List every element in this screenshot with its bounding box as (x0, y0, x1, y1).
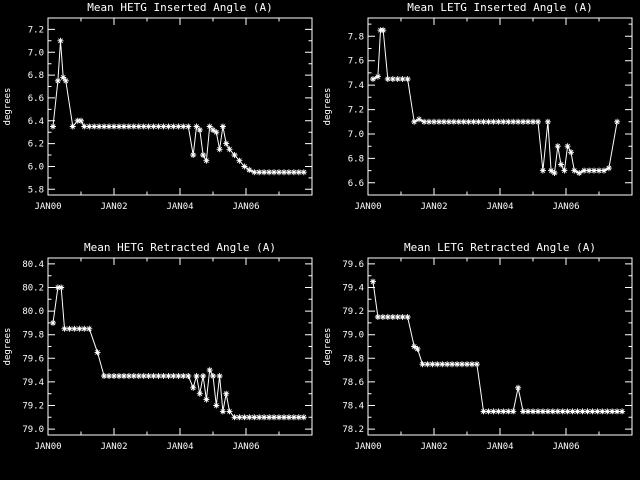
y-axis-label: degrees (3, 88, 13, 126)
axis-ticks (367, 258, 633, 435)
y-tick-label: 5.8 (28, 185, 44, 195)
x-tick-label: JAN00 (354, 442, 381, 452)
y-tick-label: 7.2 (28, 25, 44, 35)
chart-title: Mean LETG Inserted Angle (A) (407, 1, 592, 14)
x-tick-label: JAN02 (420, 202, 447, 212)
chart-title: Mean LETG Retracted Angle (A) (404, 241, 596, 254)
plot-hetg-retracted-angle: Mean HETG Retracted Angle (A) degrees JAN0… (3, 241, 313, 452)
y-tick-label: 79.6 (22, 354, 44, 364)
x-tick-label: JAN00 (354, 202, 381, 212)
data-markers (370, 278, 626, 415)
y-axis-label: degrees (323, 328, 333, 366)
y-tick-label: 6.6 (348, 179, 364, 189)
y-tick-label: 6.4 (28, 117, 44, 127)
plot-box (47, 17, 313, 196)
x-tick-label: JAN04 (486, 202, 513, 212)
y-tick-label: 79.4 (342, 284, 364, 294)
chart-letg-retracted-angle: Mean LETG Retracted Angle (A) degrees JAN0… (320, 240, 640, 480)
data-line (372, 29, 618, 174)
data-line (52, 287, 304, 418)
x-tick-label: JAN00 (34, 442, 61, 452)
x-tick-label: JAN00 (34, 202, 61, 212)
y-tick-label: 7.4 (348, 81, 364, 91)
y-tick-label: 7.0 (28, 48, 44, 58)
y-tick-label: 6.6 (28, 94, 44, 104)
data-line (52, 40, 304, 173)
y-tick-label: 7.0 (348, 130, 364, 140)
y-tick-label: 80.0 (22, 307, 44, 317)
x-tick-label: JAN06 (552, 442, 579, 452)
y-axis-label: degrees (3, 328, 13, 366)
plot-letg-retracted-angle: Mean LETG Retracted Angle (A) degrees JAN0… (323, 241, 633, 452)
x-tick-label: JAN02 (100, 442, 127, 452)
y-tick-label: 78.4 (342, 402, 364, 412)
axis-ticks (367, 18, 633, 196)
data-markers (370, 27, 621, 176)
y-tick-label: 78.6 (342, 378, 364, 388)
chart-title: Mean HETG Inserted Angle (A) (87, 1, 272, 14)
chart-title: Mean HETG Retracted Angle (A) (84, 241, 276, 254)
plot-letg-inserted-angle: Mean LETG Inserted Angle (A) degrees JAN00… (323, 1, 633, 212)
chart-letg-inserted-angle: Mean LETG Inserted Angle (A) degrees JAN00… (320, 0, 640, 240)
axis-ticks (47, 258, 313, 435)
y-tick-label: 6.2 (28, 140, 44, 150)
x-tick-label: JAN02 (100, 202, 127, 212)
chart-hetg-retracted-angle: Mean HETG Retracted Angle (A) degrees JAN0… (0, 240, 320, 480)
y-tick-label: 80.2 (22, 284, 44, 294)
axis-ticks (47, 17, 313, 195)
plot-box (47, 257, 313, 436)
y-tick-label: 79.2 (22, 402, 44, 412)
x-tick-label: JAN06 (232, 202, 259, 212)
y-tick-label: 7.8 (348, 32, 364, 42)
x-tick-label: JAN06 (552, 202, 579, 212)
data-line (372, 281, 623, 412)
x-tick-label: JAN04 (486, 442, 513, 452)
data-markers (50, 37, 307, 176)
y-tick-label: 78.2 (342, 425, 364, 435)
x-tick-label: JAN06 (232, 442, 259, 452)
chart-hetg-inserted-angle: Mean HETG Inserted Angle (A) degrees JAN00… (0, 0, 320, 240)
y-tick-label: 79.0 (342, 331, 364, 341)
y-tick-label: 79.0 (22, 425, 44, 435)
y-tick-label: 79.4 (22, 378, 44, 388)
y-tick-label: 6.0 (28, 163, 44, 173)
data-markers (50, 284, 307, 421)
plot-hetg-inserted-angle: Mean HETG Inserted Angle (A) degrees JAN00… (3, 1, 313, 212)
y-tick-label: 79.2 (342, 307, 364, 317)
x-tick-label: JAN02 (420, 442, 447, 452)
y-tick-label: 7.2 (348, 106, 364, 116)
y-tick-label: 79.6 (342, 260, 364, 270)
y-tick-label: 6.8 (348, 154, 364, 164)
y-axis-label: degrees (323, 88, 333, 126)
y-tick-label: 80.4 (22, 260, 44, 270)
y-tick-label: 78.8 (342, 354, 364, 364)
x-tick-label: JAN04 (166, 442, 193, 452)
y-tick-label: 79.8 (22, 331, 44, 341)
y-tick-label: 6.8 (28, 71, 44, 81)
y-tick-label: 7.6 (348, 57, 364, 67)
x-tick-label: JAN04 (166, 202, 193, 212)
